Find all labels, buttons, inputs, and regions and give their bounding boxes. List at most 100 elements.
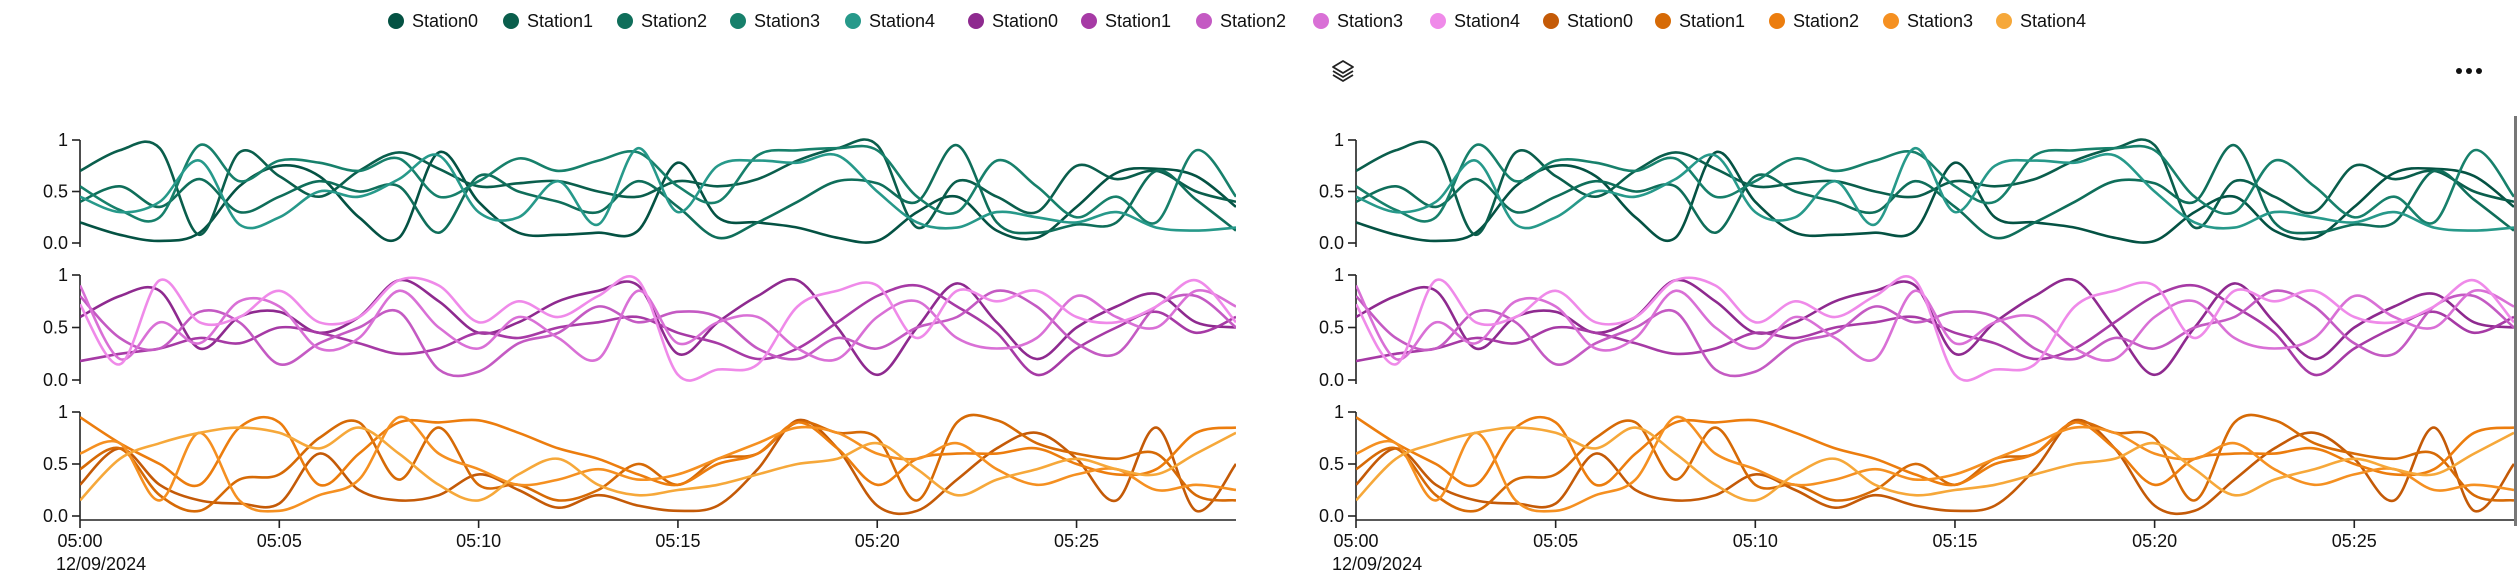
legend-label: Station3	[1907, 11, 1974, 31]
legend-label: Station1	[1105, 11, 1172, 31]
y-tick-label: 1	[58, 265, 68, 285]
legend-item[interactable]: Station3	[1883, 8, 1973, 34]
x-tick-label: 05:00	[1333, 531, 1378, 551]
legend-swatch	[1883, 13, 1899, 29]
series-line	[80, 426, 1236, 502]
series-line	[1356, 413, 2514, 513]
y-tick-label: 0.0	[1319, 233, 1344, 253]
legend-label: Station0	[992, 11, 1059, 31]
legend-label: Station0	[412, 11, 479, 31]
legend-item[interactable]: Station3	[730, 8, 820, 34]
series-group	[80, 275, 1236, 382]
legend-label: Station1	[527, 11, 594, 31]
y-tick-label: 0.0	[1319, 506, 1344, 526]
series-group	[1356, 138, 2514, 244]
x-tick-label: 05:05	[257, 531, 302, 551]
chart-view: 0.0 0.5 1 0.0 0.5 1 0.0 0.5 1 05:00 05:05 05:10 05:1…	[1319, 130, 2514, 574]
legend-label: Station2	[641, 11, 708, 31]
chart-view: 0.0 0.5 1 0.0 0.5 1 0.0 0.5 1 05:00 05:05 05:10 05:1…	[43, 130, 1236, 574]
legend-swatch	[968, 13, 984, 29]
legend-item[interactable]: Station1	[503, 8, 593, 34]
layers-icon	[1332, 60, 1354, 82]
series-line	[1356, 146, 2514, 232]
x-tick-label: 05:20	[2132, 531, 2177, 551]
layers-button[interactable]	[1330, 58, 1356, 84]
series-line	[80, 143, 1236, 225]
y-tick-label: 0.5	[43, 182, 68, 202]
x-tick-label: 05:25	[1054, 531, 1099, 551]
legend-swatch	[845, 13, 861, 29]
legend-label: Station1	[1679, 11, 1746, 31]
legend-item[interactable]: Station1	[1655, 8, 1745, 34]
legend-swatch	[1430, 13, 1446, 29]
series-line	[1356, 275, 2514, 382]
chart-panel: 0.0 0.5 1	[43, 130, 1236, 253]
chart-panel: 0.0 0.5 1	[43, 265, 1236, 390]
y-tick-label: 0.0	[1319, 370, 1344, 390]
series-line	[80, 289, 1236, 378]
legend-swatch	[1769, 13, 1785, 29]
legend-item[interactable]: Station4	[1430, 8, 1520, 34]
x-tick-label: 05:15	[1932, 531, 1977, 551]
legend-item[interactable]: Station2	[1769, 8, 1859, 34]
y-tick-label: 1	[1334, 265, 1344, 285]
legend-label: Station2	[1220, 11, 1287, 31]
series-line	[80, 418, 1236, 516]
x-tick-label: 05:25	[2332, 531, 2377, 551]
y-tick-label: 0.5	[1319, 182, 1344, 202]
series-group	[80, 138, 1236, 244]
chart-panel: 0.0 0.5 1	[1319, 402, 2514, 526]
legend-item[interactable]: Station0	[1543, 8, 1633, 34]
legend-item[interactable]: Station1	[1081, 8, 1171, 34]
series-line	[1356, 150, 2514, 244]
legend-swatch	[1655, 13, 1671, 29]
legend-item[interactable]: Station3	[1313, 8, 1403, 34]
legend-swatch	[503, 13, 519, 29]
x-date-label: 12/09/2024	[56, 554, 146, 574]
x-tick-label: 05:00	[57, 531, 102, 551]
legend-item[interactable]: Station4	[1996, 8, 2086, 34]
x-tick-label: 05:10	[1733, 531, 1778, 551]
series-group	[80, 413, 1236, 516]
series-group	[1356, 275, 2514, 382]
series-line	[80, 146, 1236, 232]
series-line	[1356, 138, 2514, 237]
series-line	[80, 150, 1236, 244]
series-line	[1356, 426, 2514, 502]
y-tick-label: 0.0	[43, 233, 68, 253]
legend-item[interactable]: Station4	[845, 8, 935, 34]
legend-label: Station4	[869, 11, 936, 31]
x-tick-label: 05:20	[855, 531, 900, 551]
chart-legend: Station0 Station1 Station2 Station3 Station4…	[0, 8, 2518, 38]
legend-item[interactable]: Station2	[617, 8, 707, 34]
legend-item[interactable]: Station0	[968, 8, 1058, 34]
legend-item[interactable]: Station0	[388, 8, 478, 34]
x-tick-label: 05:10	[456, 531, 501, 551]
series-line	[80, 138, 1236, 237]
series-line	[1356, 277, 2514, 377]
series-line	[80, 413, 1236, 513]
legend-label: Station0	[1567, 11, 1634, 31]
legend-swatch	[1196, 13, 1212, 29]
x-tick-label: 05:15	[655, 531, 700, 551]
scroll-edge	[2514, 116, 2517, 526]
series-line	[1356, 143, 2514, 240]
chart-panel: 0.0 0.5 1	[1319, 130, 2514, 253]
chart-panel: 0.0 0.5 1	[1319, 265, 2514, 390]
series-line	[1356, 415, 2514, 513]
y-tick-label: 0.0	[43, 370, 68, 390]
legend-swatch	[1543, 13, 1559, 29]
series-line	[1356, 143, 2514, 225]
series-line	[80, 277, 1236, 377]
legend-item[interactable]: Station2	[1196, 8, 1286, 34]
legend-swatch	[617, 13, 633, 29]
y-tick-label: 0.5	[1319, 454, 1344, 474]
y-tick-label: 1	[1334, 402, 1344, 422]
more-options-button[interactable]	[2452, 60, 2486, 80]
legend-swatch	[1081, 13, 1097, 29]
legend-label: Station4	[1454, 11, 1521, 31]
y-tick-label: 1	[58, 402, 68, 422]
legend-swatch	[1996, 13, 2012, 29]
legend-swatch	[388, 13, 404, 29]
